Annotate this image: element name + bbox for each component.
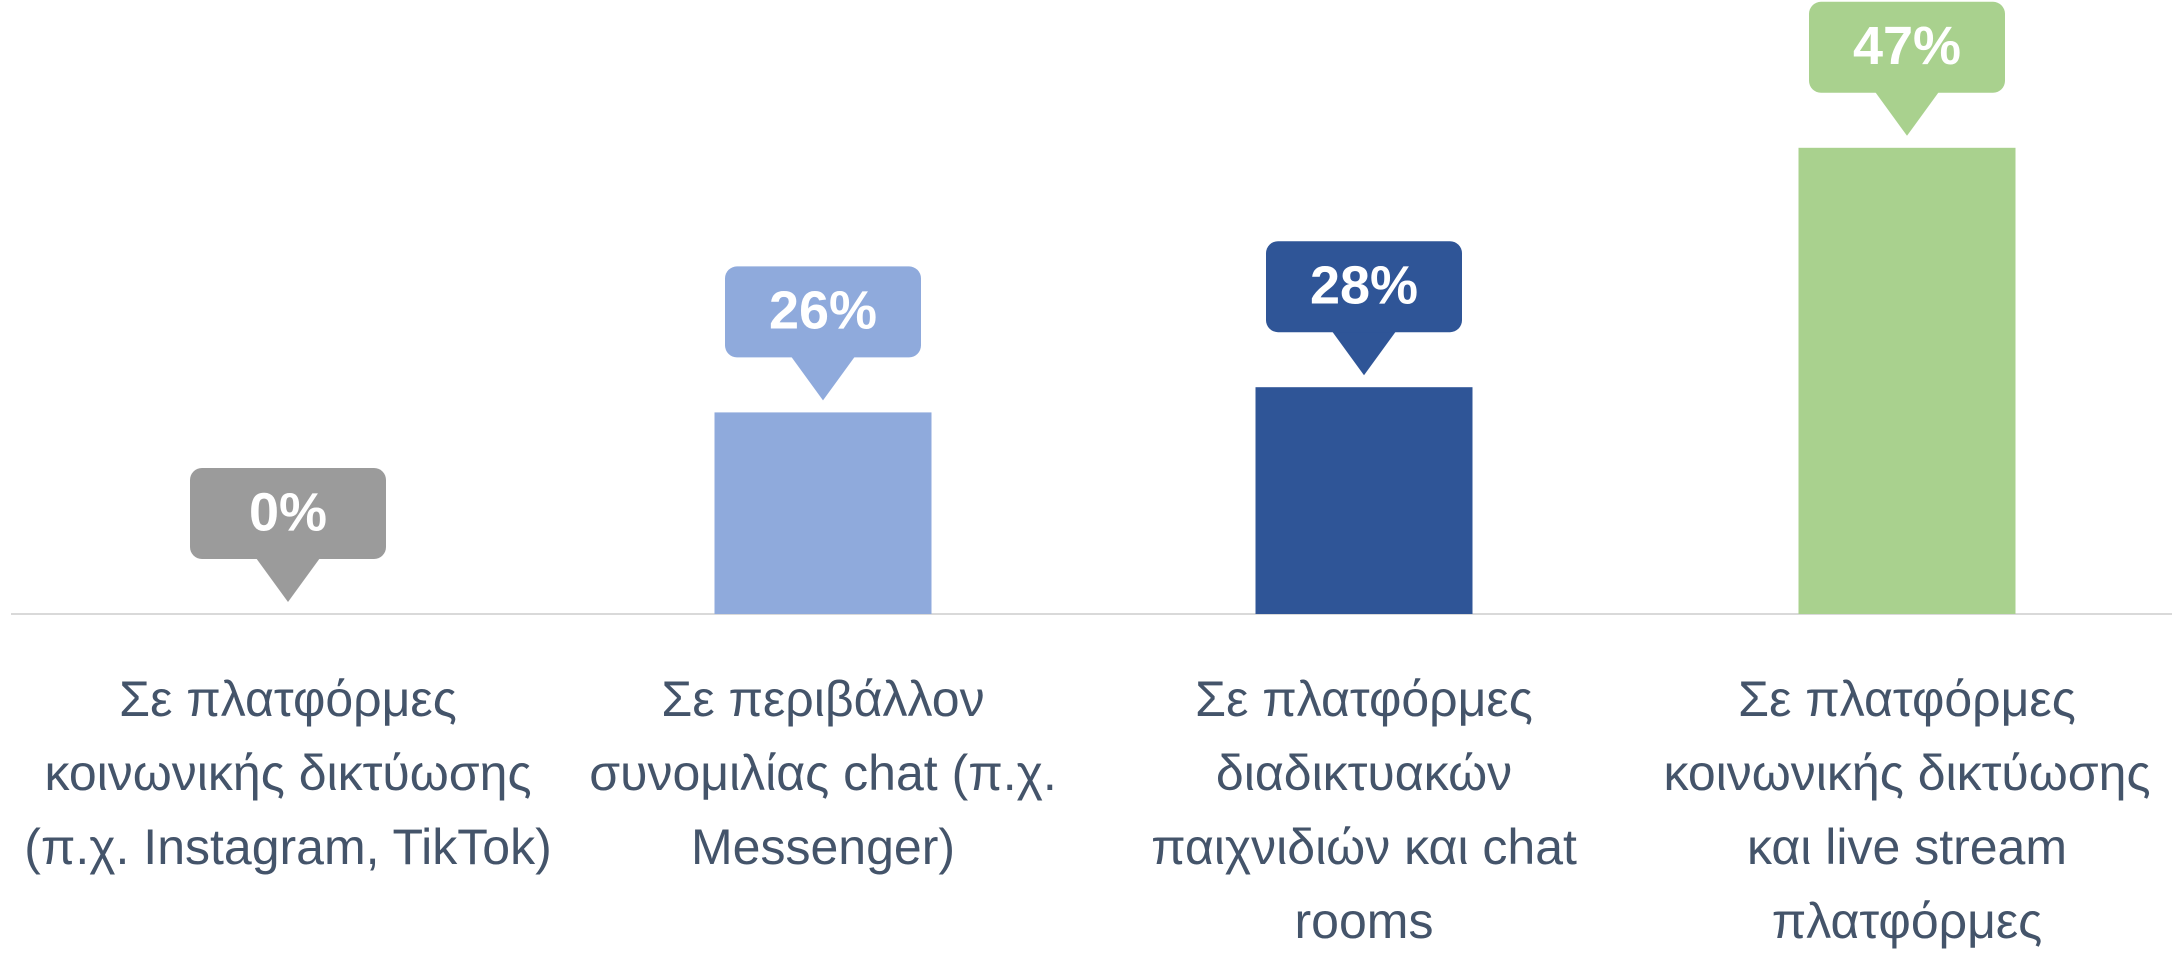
value-label: 0% — [249, 482, 327, 542]
callout-pointer — [1332, 331, 1396, 376]
callout-box — [725, 266, 921, 358]
callout-box — [1266, 241, 1462, 333]
bar — [1798, 147, 2016, 614]
category-label: Σε περιβάλλον συνομιλίας chat (π.χ. Mess… — [589, 671, 1057, 875]
value-label: 28% — [1310, 255, 1418, 315]
category-label: Σε πλατφόρμες διαδικτυακών παιχνιδιών κα… — [1151, 671, 1577, 949]
callout-box — [190, 468, 386, 559]
category-label: Σε πλατφόρμες κοινωνικής δικτύωσης και l… — [1663, 671, 2151, 949]
bar — [714, 412, 932, 614]
callout-pointer — [1875, 91, 1939, 136]
value-label: 47% — [1853, 16, 1961, 76]
callout-pointer — [791, 356, 855, 401]
value-label: 26% — [769, 281, 877, 341]
bars — [714, 147, 2016, 614]
callout-box — [1809, 1, 2005, 93]
bar — [1255, 387, 1473, 614]
callout-pointer — [256, 558, 320, 602]
category-label: Σε πλατφόρμες κοινωνικής δικτύωσης (π.χ.… — [24, 671, 552, 875]
